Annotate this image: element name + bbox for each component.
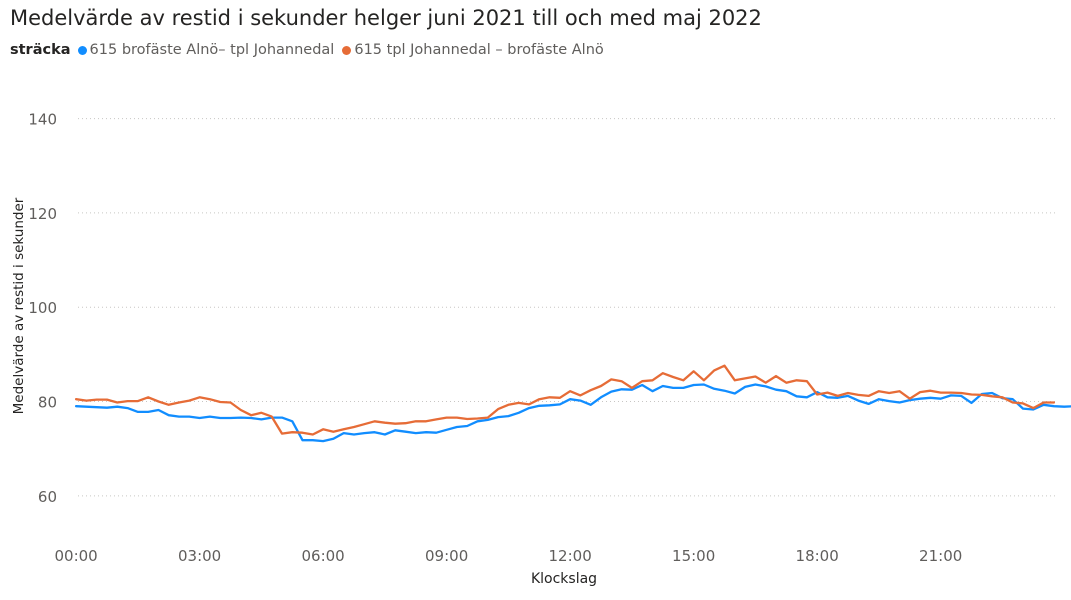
series-line-2[interactable] xyxy=(74,364,1056,436)
chart-title: Medelvärde av restid i sekunder helger j… xyxy=(10,6,762,30)
x-axis-ticks: 00:00 03:00 06:00 09:00 12:00 15:00 18:00 21:00 xyxy=(54,547,962,565)
legend-marker-icon xyxy=(342,45,352,55)
x-tick-label: 21:00 xyxy=(919,547,962,565)
x-tick-label: 06:00 xyxy=(302,547,345,565)
y-axis-ticks: 60 80 100 120 140 xyxy=(28,111,57,506)
legend-marker-icon xyxy=(77,45,87,55)
x-tick-label: 00:00 xyxy=(54,547,97,565)
series-line-1[interactable] xyxy=(74,383,1071,443)
y-axis-title: Medelvärde av restid i sekunder xyxy=(11,197,27,414)
y-tick-label: 140 xyxy=(28,111,57,129)
x-tick-label: 09:00 xyxy=(425,547,468,565)
legend-item-series-1[interactable]: 615 brofäste Alnö– tpl Johannedal xyxy=(77,40,335,60)
gridlines xyxy=(78,118,1058,497)
series-lines xyxy=(74,364,1071,443)
x-tick-label: 15:00 xyxy=(672,547,715,565)
y-tick-label: 100 xyxy=(28,299,57,317)
legend-item-series-2[interactable]: 615 tpl Johannedal – brofäste Alnö xyxy=(342,40,604,60)
x-tick-label: 12:00 xyxy=(549,547,592,565)
y-tick-label: 80 xyxy=(38,394,57,412)
legend-label-series-2: 615 tpl Johannedal – brofäste Alnö xyxy=(354,42,604,58)
x-tick-label: 03:00 xyxy=(178,547,221,565)
y-tick-label: 120 xyxy=(28,205,57,223)
legend: sträcka 615 brofäste Alnö– tpl Johanneda… xyxy=(10,40,612,60)
legend-label-series-1: 615 brofäste Alnö– tpl Johannedal xyxy=(89,42,335,58)
x-axis-title: Klockslag xyxy=(531,571,597,587)
x-tick-label: 18:00 xyxy=(796,547,839,565)
y-tick-label: 60 xyxy=(38,488,57,506)
legend-title: sträcka xyxy=(10,42,71,58)
